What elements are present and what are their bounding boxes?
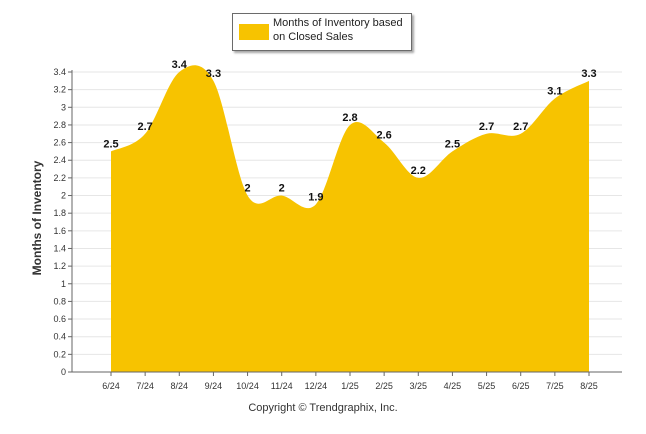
x-tick-label: 8/24 xyxy=(171,381,189,391)
x-tick-label: 7/25 xyxy=(546,381,564,391)
y-tick-label: 3 xyxy=(61,102,66,112)
y-axis-title: Months of Inventory xyxy=(30,160,44,275)
x-tick-label: 4/25 xyxy=(444,381,462,391)
copyright-text: Copyright © Trendgraphix, Inc. xyxy=(248,402,398,414)
area-series-fill xyxy=(111,65,589,373)
data-label: 2 xyxy=(245,183,251,195)
y-tick-label: 2.4 xyxy=(53,155,66,165)
y-tick-label: 3.4 xyxy=(53,67,66,77)
data-label: 2.5 xyxy=(445,138,460,150)
y-tick-label: 0.2 xyxy=(53,349,66,359)
y-tick-label: 2.6 xyxy=(53,138,66,148)
x-tick-label: 10/24 xyxy=(236,381,259,391)
y-tick-label: 3.2 xyxy=(53,85,66,95)
y-tick-label: 1.4 xyxy=(53,243,66,253)
x-tick-label: 9/24 xyxy=(205,381,223,391)
x-tick-label: 8/25 xyxy=(580,381,598,391)
data-label: 2.2 xyxy=(411,165,426,177)
y-tick-label: 2.2 xyxy=(53,173,66,183)
data-label: 3.3 xyxy=(581,68,596,80)
y-tick-label: 1 xyxy=(61,279,66,289)
legend-label-line1: Months of Inventory based xyxy=(273,17,403,29)
legend-label-line2: on Closed Sales xyxy=(273,31,354,43)
y-tick-label: 2.8 xyxy=(53,120,66,130)
y-tick-label: 0.4 xyxy=(53,332,66,342)
x-tick-label: 6/25 xyxy=(512,381,530,391)
y-tick-label: 1.6 xyxy=(53,226,66,236)
y-tick-label: 0.8 xyxy=(53,296,66,306)
data-labels: 2.5 2.7 3.4 3.3 2 2 1.9 2.8 2.6 2.2 2.5 2.7 2.7 3.1 3.… xyxy=(103,59,596,203)
area-series xyxy=(111,65,589,373)
data-label: 1.9 xyxy=(308,191,323,203)
data-label: 2.8 xyxy=(342,112,357,124)
x-tick-label: 11/24 xyxy=(271,381,293,391)
data-label: 2.5 xyxy=(103,138,118,150)
x-tick-label: 12/24 xyxy=(305,381,328,391)
x-tick-label: 3/25 xyxy=(410,381,428,391)
legend: Months of Inventory based on Closed Sale… xyxy=(232,13,412,51)
y-tick-label: 2 xyxy=(61,191,66,201)
data-label: 2.7 xyxy=(513,121,528,133)
x-axis-ticks: 6/24 7/24 8/24 9/24 10/24 11/24 12/24 1/25 2/25 3… xyxy=(102,372,598,391)
data-label: 2.7 xyxy=(479,121,494,133)
data-label: 3.3 xyxy=(206,68,221,80)
x-tick-label: 6/24 xyxy=(102,381,120,391)
axes xyxy=(71,70,622,373)
x-tick-label: 7/24 xyxy=(136,381,154,391)
data-label: 2 xyxy=(279,183,285,195)
y-axis-ticks: 0 0.2 0.4 0.6 0.8 1 1.2 1.4 1.6 1.8 2 2.2 2.4 2.6 2.8 3… xyxy=(53,67,72,377)
data-label: 3.4 xyxy=(172,59,188,71)
data-label: 2.6 xyxy=(376,130,391,142)
legend-swatch xyxy=(239,24,269,40)
y-tick-label: 0 xyxy=(61,367,66,377)
x-tick-label: 1/25 xyxy=(341,381,359,391)
legend-label: Months of Inventory based on Closed Sale… xyxy=(273,16,409,44)
y-tick-label: 1.2 xyxy=(53,261,66,271)
x-tick-label: 5/25 xyxy=(478,381,496,391)
data-label: 3.1 xyxy=(547,85,562,97)
data-label: 2.7 xyxy=(137,121,152,133)
x-tick-label: 2/25 xyxy=(375,381,393,391)
y-tick-label: 0.6 xyxy=(53,314,66,324)
y-tick-label: 1.8 xyxy=(53,208,66,218)
